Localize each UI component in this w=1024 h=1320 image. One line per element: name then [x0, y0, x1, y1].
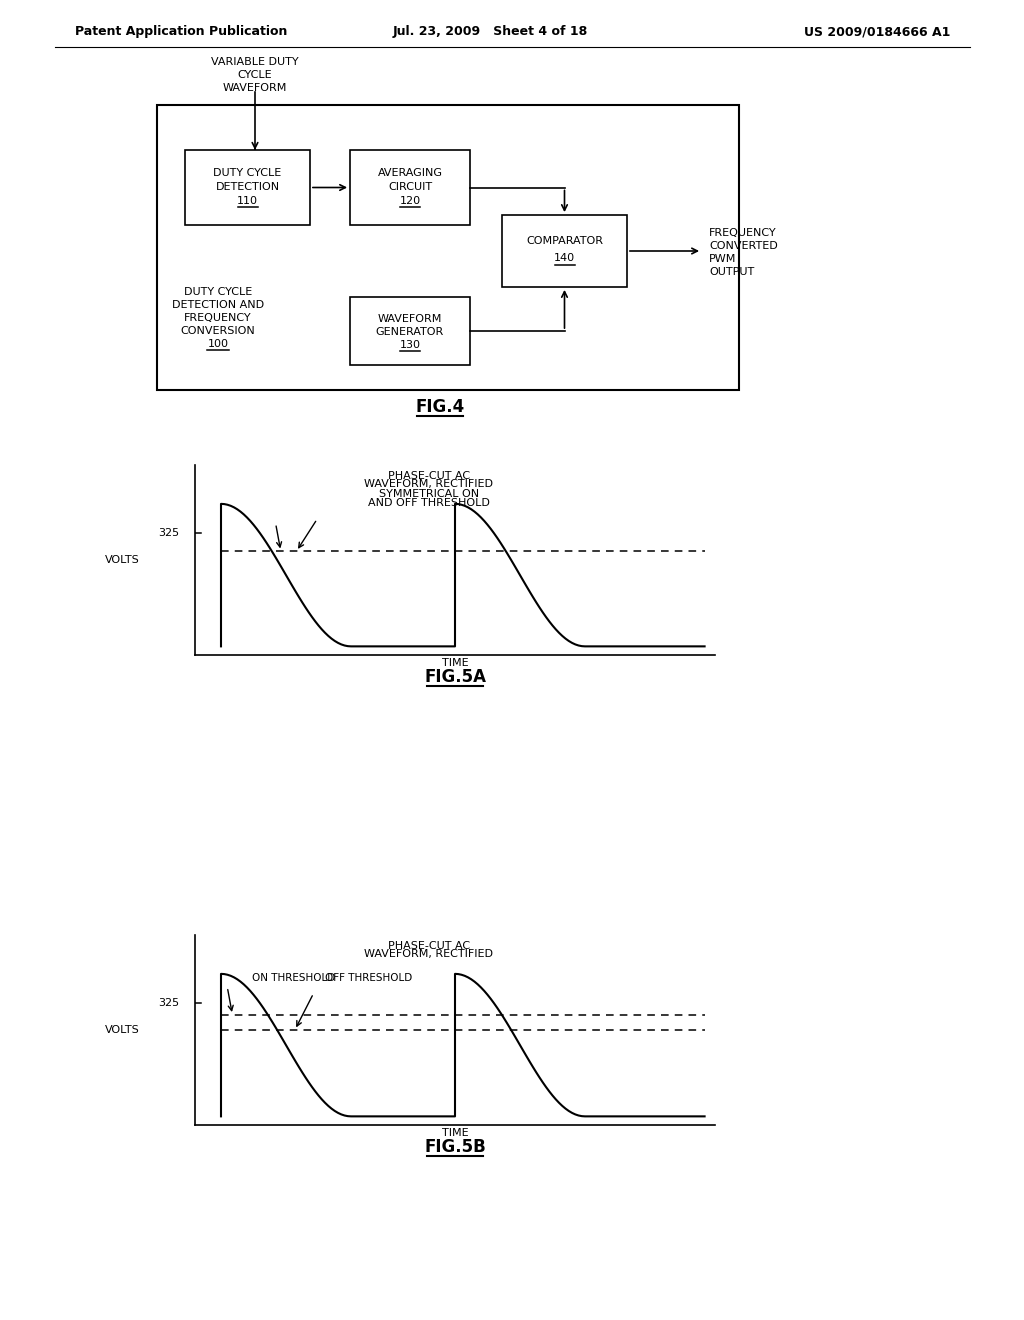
- Text: FREQUENCY: FREQUENCY: [709, 228, 776, 238]
- Text: FIG.5B: FIG.5B: [424, 1138, 485, 1156]
- Text: CIRCUIT: CIRCUIT: [388, 181, 432, 191]
- Text: VOLTS: VOLTS: [104, 554, 139, 565]
- X-axis label: TIME: TIME: [441, 657, 468, 668]
- Text: DUTY CYCLE: DUTY CYCLE: [213, 169, 282, 178]
- X-axis label: TIME: TIME: [441, 1127, 468, 1138]
- Bar: [350, 297, 470, 366]
- Text: PHASE-CUT AC: PHASE-CUT AC: [388, 471, 470, 480]
- Text: Patent Application Publication: Patent Application Publication: [75, 25, 288, 38]
- Text: 140: 140: [554, 253, 575, 263]
- Bar: [502, 215, 627, 286]
- Text: VARIABLE DUTY: VARIABLE DUTY: [211, 57, 299, 67]
- Text: 130: 130: [399, 341, 421, 350]
- Text: OUTPUT: OUTPUT: [709, 267, 755, 277]
- Text: DUTY CYCLE: DUTY CYCLE: [184, 286, 252, 297]
- Text: 110: 110: [237, 195, 258, 206]
- Text: PWM: PWM: [709, 253, 736, 264]
- Text: WAVEFORM: WAVEFORM: [223, 83, 287, 92]
- Text: 325: 325: [159, 998, 179, 1008]
- Text: FIG.4: FIG.4: [416, 399, 465, 416]
- Text: AVERAGING: AVERAGING: [378, 169, 442, 178]
- Text: DETECTION: DETECTION: [215, 181, 280, 191]
- Text: ON THRESHOLD: ON THRESHOLD: [252, 973, 336, 983]
- Text: FIG.5A: FIG.5A: [424, 668, 486, 686]
- Bar: [157, 106, 739, 389]
- Text: WAVEFORM: WAVEFORM: [378, 314, 442, 323]
- Text: VOLTS: VOLTS: [104, 1026, 139, 1035]
- Bar: [350, 150, 470, 224]
- Text: AND OFF THRESHOLD: AND OFF THRESHOLD: [368, 498, 489, 508]
- Text: FREQUENCY: FREQUENCY: [184, 313, 252, 323]
- Text: SYMMETRICAL ON: SYMMETRICAL ON: [379, 490, 479, 499]
- Text: WAVEFORM, RECTIFIED: WAVEFORM, RECTIFIED: [365, 949, 494, 960]
- Text: CONVERSION: CONVERSION: [180, 326, 255, 337]
- Text: CONVERTED: CONVERTED: [709, 242, 778, 251]
- Text: CYCLE: CYCLE: [238, 70, 272, 81]
- Text: DETECTION AND: DETECTION AND: [172, 300, 264, 310]
- Text: GENERATOR: GENERATOR: [376, 327, 444, 337]
- Text: OFF THRESHOLD: OFF THRESHOLD: [325, 973, 413, 983]
- Text: 100: 100: [208, 339, 228, 348]
- Text: Jul. 23, 2009   Sheet 4 of 18: Jul. 23, 2009 Sheet 4 of 18: [392, 25, 588, 38]
- Text: COMPARATOR: COMPARATOR: [526, 236, 603, 246]
- Bar: [185, 150, 310, 224]
- Text: US 2009/0184666 A1: US 2009/0184666 A1: [804, 25, 950, 38]
- Text: 120: 120: [399, 195, 421, 206]
- Text: PHASE-CUT AC: PHASE-CUT AC: [388, 941, 470, 950]
- Text: 325: 325: [159, 528, 179, 539]
- Text: WAVEFORM, RECTIFIED: WAVEFORM, RECTIFIED: [365, 479, 494, 490]
